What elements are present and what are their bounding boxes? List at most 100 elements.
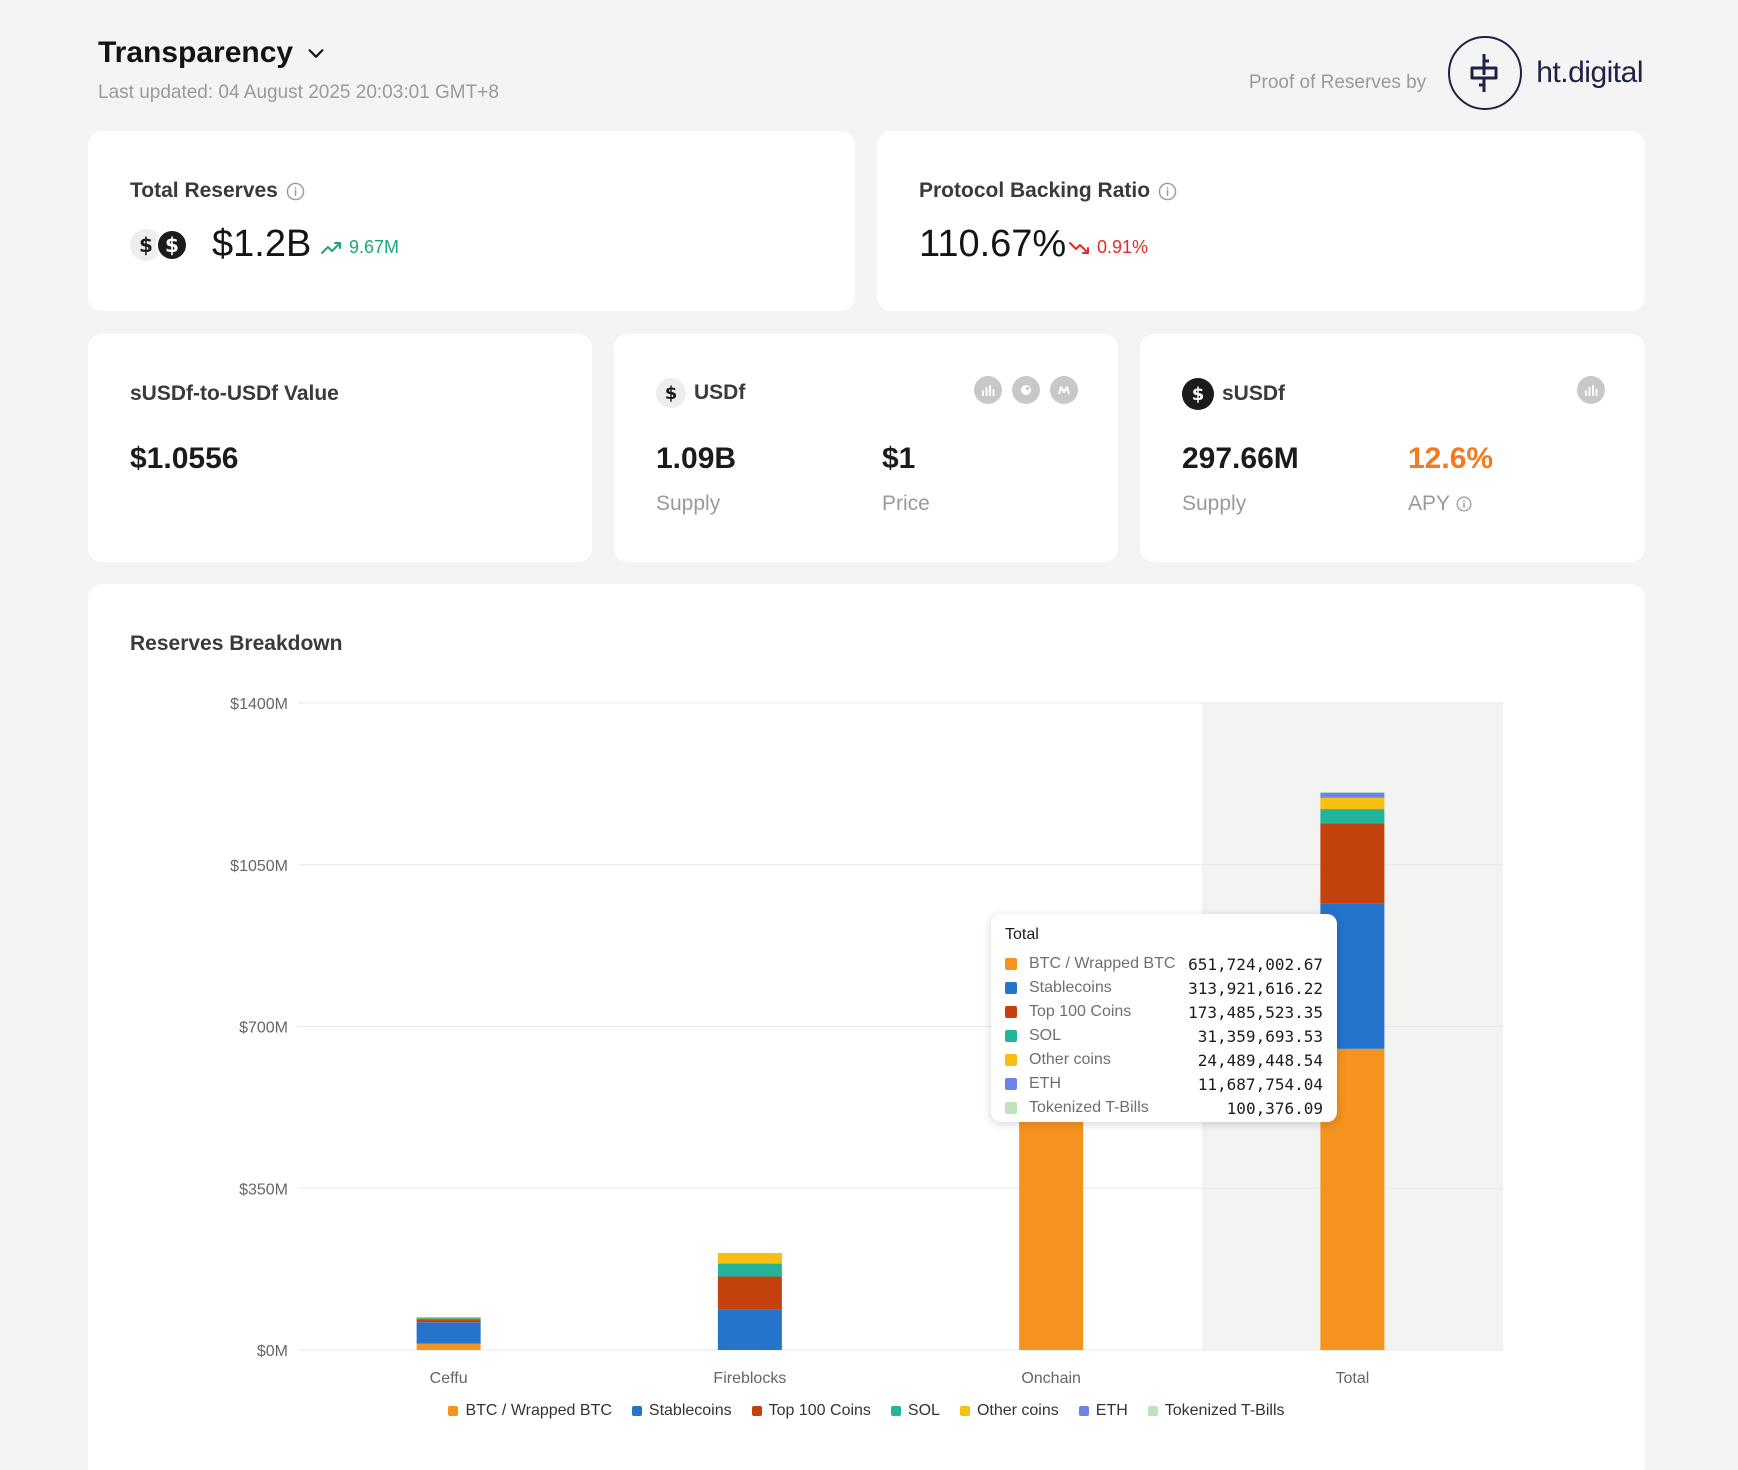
backing-ratio-change: 0.91%	[1069, 237, 1148, 258]
usdf-price-label: Price	[882, 492, 930, 515]
legend-swatch	[631, 1406, 642, 1416]
total-reserves-value: $1.2B	[212, 223, 312, 265]
page-header: Transparency Last updated: 04 August 202…	[98, 36, 1643, 116]
tooltip-series-name: ETH	[1029, 1075, 1061, 1092]
y-tick-label: $1050M	[230, 858, 288, 875]
susdf-supply-value: 297.66M	[1182, 442, 1299, 475]
total-reserves-change: 9.67M	[321, 237, 399, 258]
susdf-coin-icon: $	[156, 229, 188, 261]
tooltip-series-value: 173,485,523.35	[1188, 1002, 1323, 1022]
bar-segment	[1320, 797, 1385, 810]
transparency-dropdown[interactable]: Transparency	[98, 36, 327, 70]
info-icon[interactable]	[1456, 496, 1472, 512]
bar-segment	[1320, 823, 1385, 904]
y-tick-label: $700M	[239, 1020, 288, 1037]
ht-digital-wordmark: ht.digital	[1536, 56, 1643, 89]
susdf-coin-icon: $	[1182, 378, 1214, 410]
susdf-card: $ sUSDf 297.66M Supply 12.6% APY	[1140, 334, 1645, 562]
backing-ratio-delta: 0.91%	[1097, 237, 1149, 257]
tooltip-series-value: 100,376.09	[1226, 1098, 1323, 1118]
tooltip-series-value: 31,359,693.53	[1197, 1026, 1323, 1046]
chevron-down-icon	[308, 49, 324, 58]
bar-segment	[416, 1319, 481, 1323]
usdf-label: USDf	[694, 381, 746, 404]
x-tick-label: Onchain	[1021, 1370, 1081, 1387]
tooltip-swatch	[1005, 1054, 1017, 1066]
tooltip-rows: BTC / Wrapped BTC 651,724,002.67 Stablecoi…	[1005, 952, 1323, 1120]
legend-item[interactable]: Top 100 Coins	[751, 1402, 871, 1420]
bar-segment	[416, 1317, 481, 1319]
legend-label: ETH	[1095, 1402, 1128, 1419]
tooltip-series-name: SOL	[1029, 1027, 1062, 1044]
legend-label: Stablecoins	[648, 1402, 732, 1419]
y-tick-label: $1400M	[230, 696, 288, 713]
legend-label: Tokenized T-Bills	[1164, 1402, 1285, 1419]
tooltip-series-value: 11,687,754.04	[1197, 1074, 1323, 1094]
susdf-value: $1.0556	[130, 442, 239, 475]
total-reserves-label-row: Total Reserves	[130, 179, 305, 203]
chart-link-icon[interactable]	[974, 376, 1002, 404]
trend-up-icon	[321, 241, 341, 254]
tooltip-swatch	[1005, 1102, 1017, 1114]
reserves-chart: $0M $350M $700M $1050M $1400M Ceffu Fireblocks…	[230, 696, 1503, 1387]
bar-segment	[416, 1318, 481, 1320]
coinmarketcap-icon[interactable]	[1050, 376, 1078, 404]
backing-ratio-label-row: Protocol Backing Ratio	[919, 179, 1177, 203]
legend-label: BTC / Wrapped BTC	[465, 1402, 612, 1419]
tooltip-title: Total	[1005, 926, 1039, 943]
legend-swatch	[751, 1406, 762, 1416]
bar-segment	[1320, 792, 1385, 798]
usdf-price-value: $1	[882, 442, 916, 475]
tooltip-row: Tokenized T-Bills 100,376.09	[1005, 1096, 1323, 1120]
page-title: Transparency	[98, 36, 294, 69]
legend-item[interactable]: Stablecoins	[631, 1402, 732, 1420]
legend-item[interactable]: Tokenized T-Bills	[1147, 1402, 1285, 1420]
x-tick-label: Total	[1335, 1370, 1369, 1387]
susdf-tracker-links	[1577, 376, 1605, 404]
legend-label: SOL	[907, 1402, 940, 1419]
proof-of-reserves-label: Proof of Reserves by	[1248, 72, 1427, 93]
y-tick-label: $350M	[239, 1181, 288, 1198]
legend-swatch	[1078, 1406, 1089, 1416]
usdf-label-row: $ USDf	[656, 378, 745, 408]
reserves-coin-icons: $ $	[130, 229, 188, 261]
ht-digital-logo-icon[interactable]	[1448, 36, 1523, 110]
tooltip-swatch	[1005, 1030, 1017, 1042]
tooltip-row: ETH 11,687,754.04	[1005, 1072, 1323, 1096]
susdf-apy-label-row: APY	[1408, 492, 1472, 516]
total-reserves-card: Total Reserves $ $ $1.2B 9.67M	[88, 131, 855, 311]
chart-tooltip: Total BTC / Wrapped BTC 651,724,002.67 Sta…	[991, 914, 1337, 1122]
usdf-tracker-links	[974, 376, 1078, 404]
total-reserves-label: Total Reserves	[130, 179, 278, 202]
legend-swatch	[448, 1406, 459, 1416]
coingecko-icon[interactable]	[1012, 376, 1040, 404]
tooltip-swatch	[1005, 958, 1017, 970]
backing-ratio-card: Protocol Backing Ratio 110.67% 0.91%	[877, 131, 1645, 311]
tooltip-series-name: Top 100 Coins	[1029, 1003, 1132, 1020]
tooltip-series-value: 651,724,002.67	[1188, 954, 1323, 974]
total-reserves-delta: 9.67M	[349, 237, 400, 257]
bar-segment	[1320, 809, 1385, 824]
legend-item[interactable]: SOL	[890, 1402, 940, 1420]
info-icon[interactable]	[286, 182, 305, 201]
susdf-label: sUSDf	[1222, 382, 1286, 405]
susdf-apy-label: APY	[1408, 492, 1451, 515]
tooltip-series-name: Stablecoins	[1029, 979, 1112, 996]
tooltip-series-name: BTC / Wrapped BTC	[1029, 955, 1176, 972]
tooltip-row: Stablecoins 313,921,616.22	[1005, 976, 1323, 1000]
bar-segment	[1320, 792, 1385, 793]
legend-item[interactable]: ETH	[1078, 1402, 1128, 1420]
bar-segment	[717, 1263, 782, 1277]
chart-title: Reserves Breakdown	[130, 632, 343, 655]
backing-ratio-value: 110.67%	[919, 223, 1067, 265]
info-icon[interactable]	[1158, 182, 1177, 201]
legend-item[interactable]: BTC / Wrapped BTC	[448, 1402, 612, 1420]
y-tick-label: $0M	[257, 1343, 288, 1360]
susdf-value-label: sUSDf-to-USDf Value	[130, 382, 339, 405]
tooltip-series-name: Other coins	[1029, 1051, 1111, 1068]
tooltip-series-value: 24,489,448.54	[1197, 1050, 1323, 1070]
legend-item[interactable]: Other coins	[959, 1402, 1059, 1420]
chart-link-icon[interactable]	[1577, 376, 1605, 404]
bar-segment	[717, 1309, 782, 1350]
tooltip-row: BTC / Wrapped BTC 651,724,002.67	[1005, 952, 1323, 976]
